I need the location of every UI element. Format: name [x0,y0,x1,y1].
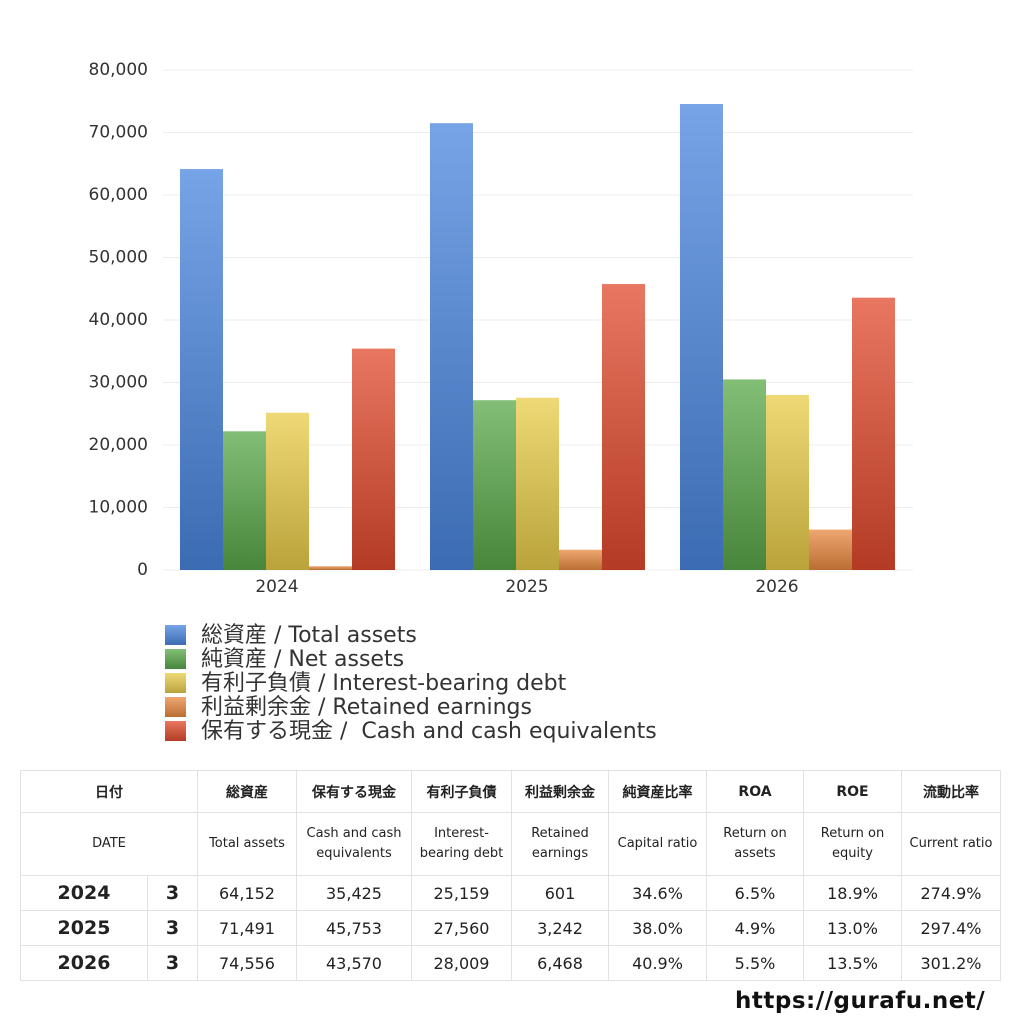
data-row: 2024 3 64,152 35,425 25,159 601 34.6% 6.5% 18.9%… [20,875,1001,911]
bar [473,400,516,570]
data-table: 日付 総資産 保有する現金 有利子負債 利益剰余金 純資産比率 ROA ROE 流動比率 DATE… [20,770,1001,981]
table-cell: 13.0% [803,910,902,946]
table-cell: 274.9% [901,875,1001,911]
table-cell: 71,491 [197,910,297,946]
table-cell: 28,009 [411,945,512,981]
table-cell: 45,753 [296,910,412,946]
table-cell: Capital ratio [608,812,707,876]
legend-swatch [165,625,186,645]
data-row: 2025 3 71,491 45,753 27,560 3,242 38.0% 4.9% 13.… [20,910,1001,946]
table-cell: 4.9% [706,910,804,946]
table-cell: 64,152 [197,875,297,911]
header-row: 日付 総資産 保有する現金 有利子負債 利益剰余金 純資産比率 ROA ROE 流動比率 [20,770,1001,813]
table-cell: Return on assets [706,812,804,876]
table-cell: 38.0% [608,910,707,946]
table-cell: 27,560 [411,910,512,946]
header-row: DATE Total assets Cash and cash equivalent… [20,812,1001,876]
legend-label: 総資産 / Total assets [201,623,417,648]
table-cell: Current ratio [901,812,1001,876]
table-cell: 総資産 [197,770,297,813]
x-tick-label: 2026 [755,577,798,597]
table-cell: Total assets [197,812,297,876]
table-cell: 18.9% [803,875,902,911]
bar [223,431,266,570]
y-tick-label: 70,000 [89,123,148,143]
table-cell: 2024 [20,875,148,911]
bar [180,169,223,571]
table-cell: 流動比率 [901,770,1001,813]
y-tick-label: 30,000 [89,373,148,393]
legend-label: 純資産 / Net assets [201,647,404,672]
legend-swatch [165,721,186,741]
bar [266,412,309,570]
legend-swatch [165,697,186,717]
table-cell: 3 [147,910,198,946]
table-cell: 利益剰余金 [511,770,609,813]
chart: 0 10,000 20,000 30,000 40,000 50,000 60,000 70,… [89,60,913,744]
table-cell: DATE [20,812,198,876]
x-tick-label: 2024 [255,577,298,597]
bar [352,348,395,570]
table-cell: Retained earnings [511,812,609,876]
table-cell: Return on equity [803,812,902,876]
bar [602,284,645,570]
bar [680,104,723,571]
table-cell: Interest-bearing debt [411,812,512,876]
table-cell: 25,159 [411,875,512,911]
table-cell: 297.4% [901,910,1001,946]
y-tick-label: 10,000 [89,498,148,518]
table-cell: 2025 [20,910,148,946]
table-cell: 3,242 [511,910,609,946]
table-cell: 3 [147,945,198,981]
table-cell: 日付 [20,770,198,813]
table-cell: 純資産比率 [608,770,707,813]
y-tick-label: 50,000 [89,248,148,268]
table-cell: 6,468 [511,945,609,981]
table-cell: 13.5% [803,945,902,981]
legend-label: 保有する現金 / Cash and cash equivalents [201,719,657,744]
y-tick-label: 40,000 [89,310,148,330]
table-cell: 43,570 [296,945,412,981]
table-cell: ROE [803,770,902,813]
legend-label: 利益剰余金 / Retained earnings [201,695,532,720]
footer-url: https://gurafu.net/ [735,988,986,1014]
data-row: 2026 3 74,556 43,570 28,009 6,468 40.9% 5.5% 13.… [20,945,1001,981]
bar [723,379,766,570]
table-cell: 3 [147,875,198,911]
table-cell: 40.9% [608,945,707,981]
table-cell: 6.5% [706,875,804,911]
bar [766,394,809,570]
table-cell: 34.6% [608,875,707,911]
legend-label: 有利子負債 / Interest-bearing debt [201,671,567,696]
table-cell: 301.2% [901,945,1001,981]
table-cell: 601 [511,875,609,911]
bar [430,123,473,571]
table-cell: 74,556 [197,945,297,981]
bar [559,549,602,570]
table-cell: 35,425 [296,875,412,911]
table-cell: 5.5% [706,945,804,981]
bar [516,397,559,570]
table-cell: 2026 [20,945,148,981]
bar [852,297,895,570]
y-tick-label: 60,000 [89,185,148,205]
x-tick-label: 2025 [505,577,548,597]
bar [309,566,352,570]
table-cell: ROA [706,770,804,813]
y-tick-label: 0 [137,560,148,580]
table-cell: Cash and cash equivalents [296,812,412,876]
bar [809,529,852,570]
y-tick-label: 80,000 [89,60,148,80]
legend-swatch [165,673,186,693]
table-cell: 有利子負債 [411,770,512,813]
table-cell: 保有する現金 [296,770,412,813]
legend-swatch [165,649,186,669]
y-tick-label: 20,000 [89,435,148,455]
